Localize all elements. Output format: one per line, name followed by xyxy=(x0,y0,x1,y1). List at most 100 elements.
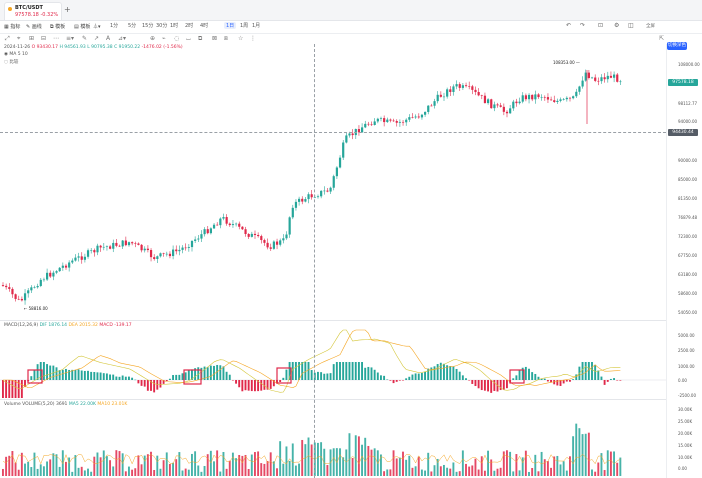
undo-icon[interactable]: ↶ xyxy=(566,22,572,29)
brush-icon[interactable]: ↗ xyxy=(94,35,100,42)
screenshot-icon[interactable]: ⊡ xyxy=(598,22,604,29)
volume-bar xyxy=(584,433,587,476)
candle-body xyxy=(420,114,424,118)
volume-bar xyxy=(118,451,121,476)
macd-histogram-bar xyxy=(606,380,609,382)
volume-axis-label: 30.00K xyxy=(678,407,693,412)
pane-separator[interactable] xyxy=(0,320,666,321)
tf-4h[interactable]: 4时 xyxy=(200,23,209,29)
pen-icon[interactable]: ✎ xyxy=(82,35,88,42)
ruler-icon[interactable]: ⌴ xyxy=(186,35,191,42)
fullscreen-button[interactable]: 全屏 xyxy=(646,24,655,29)
more-icon[interactable]: ⋮ xyxy=(250,35,256,42)
compare-legend[interactable]: ◌ 比较 xyxy=(4,60,19,65)
delete-icon[interactable]: ⊠ xyxy=(212,35,218,42)
drawing-button[interactable]: ✎ 画线 xyxy=(26,24,42,30)
macd-axis-label: 0.00 xyxy=(678,378,687,383)
volume-bar xyxy=(203,465,206,476)
tf-15m[interactable]: 15分 xyxy=(142,23,154,29)
candle-body xyxy=(266,242,269,248)
tf-30m[interactable]: 30分 xyxy=(156,23,168,29)
ma-legend[interactable]: ◉ MA 5 10 xyxy=(4,52,28,57)
macd-histogram-bar xyxy=(546,380,549,382)
line-icon[interactable]: ⋯ xyxy=(53,35,59,42)
macd-histogram-bar xyxy=(30,376,33,380)
ohlc-high: H 94561.93 xyxy=(59,45,86,50)
macd-histogram-bar xyxy=(39,362,42,380)
volume-bar xyxy=(30,467,33,476)
grid-icon[interactable]: ⊞ xyxy=(29,35,35,42)
macd-histogram-bar xyxy=(446,365,449,380)
collapse-icon[interactable]: ⇱ xyxy=(659,35,665,42)
volume-bar xyxy=(162,460,165,476)
macd-histogram-bar xyxy=(534,373,537,380)
tf-1w[interactable]: 1周 xyxy=(240,23,249,29)
add-tab-button[interactable]: + xyxy=(64,5,71,14)
pane-separator[interactable] xyxy=(0,399,666,400)
macd-histogram-bar xyxy=(310,370,313,380)
candle-body xyxy=(316,196,320,198)
candle-body xyxy=(105,246,109,247)
macd-histogram-bar xyxy=(225,371,228,380)
zoom-in-icon[interactable]: ⊕ xyxy=(150,35,156,42)
candle-body xyxy=(594,77,597,81)
volume-bar xyxy=(52,453,55,476)
tf-1mo[interactable]: 1月 xyxy=(252,23,261,29)
macd-histogram-bar xyxy=(496,380,499,392)
copy-icon[interactable]: ⧉ xyxy=(198,35,203,42)
macd-histogram-bar xyxy=(600,376,603,380)
lock-icon[interactable]: ⊟ xyxy=(41,35,47,42)
volume-bar xyxy=(427,452,430,476)
cursor-icon[interactable]: ⌖ xyxy=(17,35,21,42)
measure-icon[interactable]: ⊿▾ xyxy=(118,35,127,42)
volume-bar xyxy=(506,450,508,476)
volume-bar xyxy=(411,467,414,476)
price-axis-label: 58600.00 xyxy=(678,291,698,296)
macd-histogram-bar xyxy=(175,374,178,380)
magnet-icon[interactable]: ⌁ xyxy=(162,35,166,42)
macd-histogram-bar xyxy=(254,380,256,392)
candle-body xyxy=(411,117,414,118)
text-icon[interactable]: A xyxy=(106,35,111,42)
fib-icon[interactable]: ≡▾ xyxy=(66,35,75,42)
macd-histogram-bar xyxy=(616,380,619,381)
template-button[interactable]: ⧉ 模板 xyxy=(50,24,66,30)
volume-ma5: MA5 22.00K xyxy=(68,402,96,407)
tf-2h[interactable]: 2时 xyxy=(185,23,194,29)
indicators-button[interactable]: ▦ 指标 xyxy=(4,24,21,30)
symbol-tab[interactable]: BTC/USDT 97578.18 -0.32% xyxy=(4,2,62,20)
favorite-icon[interactable]: ☆ xyxy=(238,35,244,42)
volume-bar xyxy=(550,467,552,476)
tf-5m[interactable]: 5分 xyxy=(128,23,137,29)
volume-bar xyxy=(490,459,493,476)
candle-body xyxy=(527,94,531,100)
crosshair-icon[interactable]: ⤢ xyxy=(5,35,10,42)
theme-toggle-button[interactable]: 切换深色 xyxy=(667,42,687,50)
volume-bar xyxy=(307,437,310,476)
tf-1m[interactable]: 1分 xyxy=(110,23,119,29)
candle-body xyxy=(23,293,27,301)
layers-icon[interactable]: ⧈ xyxy=(224,35,228,42)
candle-body xyxy=(190,240,194,248)
redo-icon[interactable]: ↷ xyxy=(580,22,586,29)
hide-icon[interactable]: ◌ xyxy=(174,35,180,42)
layout-button[interactable]: ▤ 模板 xyxy=(74,24,91,30)
macd-histogram-bar xyxy=(490,380,493,393)
tf-1d[interactable]: 1日 xyxy=(224,22,237,29)
volume-bar xyxy=(156,455,159,476)
macd-histogram-bar xyxy=(320,372,323,380)
volume-bar xyxy=(317,442,319,476)
volume-bar xyxy=(294,465,297,476)
settings-icon[interactable]: ⚙ xyxy=(614,22,620,29)
tf-1h[interactable]: 1时 xyxy=(170,23,179,29)
ohlc-open: O 93430.17 xyxy=(31,45,59,50)
volume-bar xyxy=(553,456,556,476)
camera-icon[interactable]: ◫ xyxy=(628,22,634,29)
macd-histogram-bar xyxy=(272,380,275,387)
candle-body xyxy=(332,176,335,188)
price-axis[interactable] xyxy=(666,44,702,478)
candle-body xyxy=(364,123,367,128)
chart-type-button[interactable]: ⏃▾ xyxy=(93,24,101,30)
macd-histogram-bar xyxy=(386,379,389,380)
